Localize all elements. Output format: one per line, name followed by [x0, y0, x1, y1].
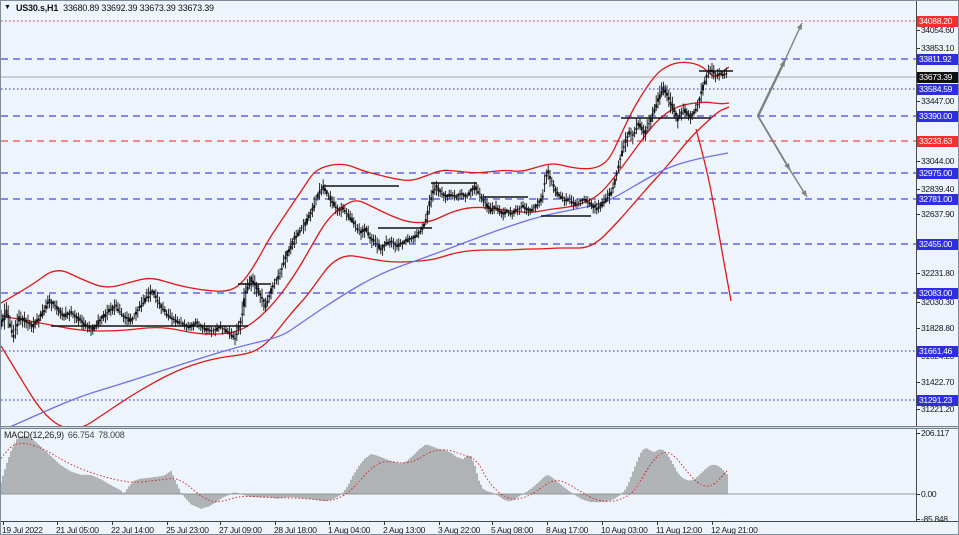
- time-tick-label: 3 Aug 22:00: [438, 525, 481, 535]
- price-scale-axis[interactable]: 34054.60 33853.10 33447.00 33044.00 32839.40…: [916, 1, 958, 426]
- price-tick-label: 32839.40: [921, 184, 955, 194]
- time-tick-label: 10 Aug 03:00: [601, 525, 648, 535]
- time-tick-label: 21 Jul 05:00: [56, 525, 99, 535]
- time-tick-mark: [492, 522, 493, 525]
- macd-signal-value: 78.008: [98, 430, 125, 440]
- forecast-arrow[interactable]: [756, 59, 787, 117]
- level-price-badge: 31661.46: [917, 345, 958, 357]
- level-price-badge: 33233.63: [917, 135, 958, 147]
- time-tick-label: 5 Aug 08:00: [491, 525, 534, 535]
- time-tick-mark: [220, 522, 221, 525]
- macd-name: MACD(12,26,9): [4, 430, 64, 440]
- ohlc-values-label: 33680.89 33692.39 33673.39 33673.39: [63, 2, 214, 13]
- time-tick-mark: [275, 522, 276, 525]
- time-tick-label: 1 Aug 04:00: [328, 525, 371, 535]
- time-tick-mark: [3, 522, 4, 525]
- price-tick-mark: [917, 101, 920, 102]
- macd-tick-label: 206.117: [921, 428, 949, 438]
- price-tick-mark: [917, 328, 920, 329]
- time-scale-axis[interactable]: 19 Jul 2022 21 Jul 05:00 22 Jul 14:00 25 Ju…: [1, 521, 958, 535]
- price-tick-mark: [917, 189, 920, 190]
- macd-tick-mark: [917, 494, 920, 495]
- forecast-arrow[interactable]: [784, 22, 803, 61]
- price-tick-label: 32231.80: [921, 268, 955, 278]
- time-tick-label: 12 Aug 21:00: [711, 525, 758, 535]
- candlestick-series: [1, 62, 728, 346]
- symbol-period-label: US30.s,H1: [15, 2, 59, 13]
- time-tick-mark: [57, 522, 58, 525]
- main-price-chart-canvas[interactable]: [1, 1, 916, 426]
- time-tick-mark: [112, 522, 113, 525]
- price-tick-label: 31221.20: [921, 404, 955, 414]
- price-tick-mark: [917, 273, 920, 274]
- macd-signal-line: [1, 442, 728, 503]
- pane-splitter[interactable]: [1, 426, 958, 429]
- time-tick-mark: [439, 522, 440, 525]
- macd-scale-axis[interactable]: 206.117 0.00 -85.848: [916, 428, 958, 524]
- time-tick-mark: [657, 522, 658, 525]
- price-tick-label: 33853.10: [921, 43, 955, 53]
- time-tick-mark: [167, 522, 168, 525]
- time-tick-label: 22 Jul 14:00: [111, 525, 154, 535]
- level-price-badge: 33584.59: [917, 83, 958, 95]
- time-tick-label: 25 Jul 23:00: [166, 525, 209, 535]
- price-tick-mark: [917, 30, 920, 31]
- time-tick-label: 11 Aug 12:00: [656, 525, 702, 535]
- chart-title-bar: ▼ US30.s,H1 33680.89 33692.39 33673.39 3…: [1, 1, 919, 14]
- price-tick-mark: [917, 356, 920, 357]
- price-tick-mark: [917, 48, 920, 49]
- price-tick-label: 33044.00: [921, 156, 955, 166]
- band-lower-tail: [695, 128, 732, 302]
- level-price-badge: 34088.20: [917, 15, 958, 27]
- time-tick-label: 28 Jul 18:00: [274, 525, 317, 535]
- current-price-badge: 33673.39: [917, 71, 958, 83]
- band-upper: [1, 61, 730, 304]
- price-tick-mark: [917, 409, 920, 410]
- price-tick-label: 31828.80: [921, 323, 955, 333]
- macd-histogram: [1, 436, 728, 509]
- time-tick-label: 8 Aug 17:00: [546, 525, 589, 535]
- price-tick-mark: [917, 214, 920, 215]
- time-tick-mark: [602, 522, 603, 525]
- level-price-badge: 33811.92: [917, 53, 958, 65]
- level-price-badge: 31291.23: [917, 394, 958, 406]
- time-tick-label: 19 Jul 2022: [2, 525, 43, 535]
- macd-tick-label: -85.848: [921, 514, 948, 524]
- macd-main-value: 66.754: [67, 430, 95, 440]
- level-price-badge: 33390.00: [917, 110, 958, 122]
- price-tick-label: 32637.90: [921, 209, 955, 219]
- time-tick-mark: [384, 522, 385, 525]
- price-tick-label: 31422.70: [921, 377, 955, 387]
- level-price-badge: 32975.00: [917, 167, 958, 179]
- time-tick-mark: [329, 522, 330, 525]
- forecast-arrow[interactable]: [757, 115, 791, 171]
- time-tick-label: 2 Aug 13:00: [383, 525, 426, 535]
- moving-average-line: [10, 152, 729, 426]
- macd-indicator-label: MACD(12,26,9) 66.754 78.008: [4, 430, 125, 440]
- forecast-arrow[interactable]: [789, 169, 808, 198]
- price-tick-label: 33447.00: [921, 96, 955, 106]
- level-price-badge: 32781.00: [917, 193, 958, 205]
- price-tick-label: 34054.60: [921, 25, 955, 35]
- time-tick-label: 27 Jul 09:00: [219, 525, 262, 535]
- level-price-badge: 32455.00: [917, 238, 958, 250]
- macd-indicator-canvas[interactable]: [1, 429, 916, 521]
- time-tick-mark: [547, 522, 548, 525]
- level-price-badge: 32083.00: [917, 287, 958, 299]
- one-click-trading-arrow-icon[interactable]: ▼: [4, 4, 11, 11]
- macd-tick-label: 0.00: [921, 489, 937, 499]
- price-tick-label: 32030.30: [921, 297, 955, 307]
- price-tick-mark: [917, 161, 920, 162]
- macd-tick-mark: [917, 433, 920, 434]
- price-tick-mark: [917, 382, 920, 383]
- time-tick-mark: [712, 522, 713, 525]
- macd-tick-mark: [917, 519, 920, 520]
- price-tick-mark: [917, 302, 920, 303]
